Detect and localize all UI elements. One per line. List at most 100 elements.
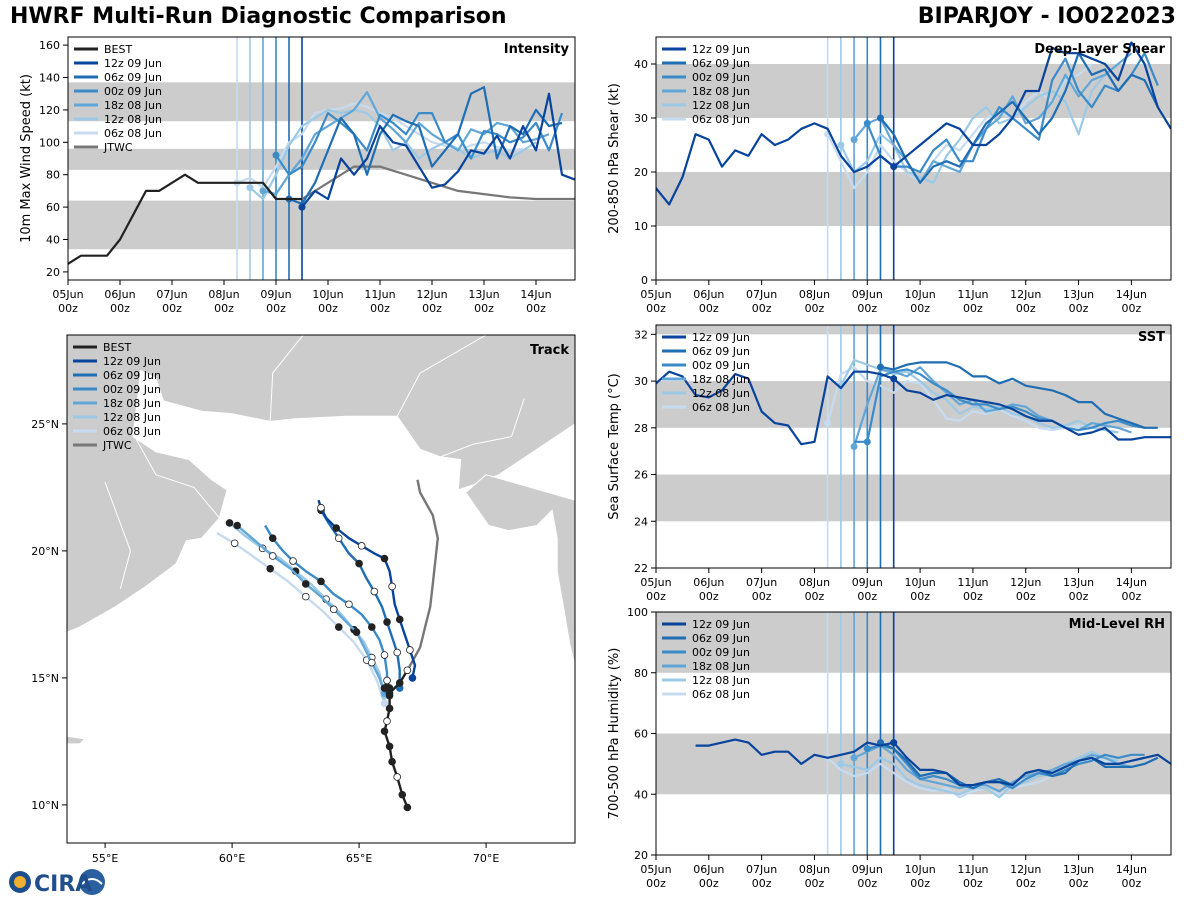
sst-legend-label: 12z 09 Jun bbox=[692, 331, 750, 344]
rh-series-12z-08-jun bbox=[840, 750, 1119, 799]
rh-xtick-label: 05Jun bbox=[640, 863, 671, 876]
intensity-ytick-label: 60 bbox=[46, 201, 60, 214]
rh-legend-label: 12z 08 Jun bbox=[692, 674, 750, 687]
track-point bbox=[385, 742, 394, 751]
intensity-legend-label: 12z 09 Jun bbox=[104, 57, 162, 70]
intensity-xtick-label: 07Jun bbox=[156, 288, 187, 301]
intensity-legend-label: 06z 08 Jun bbox=[104, 127, 162, 140]
sst-xtick-sublabel: 00z bbox=[857, 590, 877, 603]
rh-init-point bbox=[863, 745, 871, 753]
sst-ytick-label: 30 bbox=[634, 375, 648, 388]
intensity-series-jtwc bbox=[301, 165, 575, 201]
shear-clip-group bbox=[656, 37, 1171, 280]
rh-xtick-label: 09Jun bbox=[852, 863, 883, 876]
rh-legend-label: 06z 09 Jun bbox=[692, 632, 750, 645]
track-ytick-label: 10°N bbox=[31, 799, 59, 812]
intensity-series-06z-09-jun bbox=[288, 86, 563, 205]
shear-xtick-sublabel: 00z bbox=[1069, 302, 1089, 315]
shear-series-12z-08-jun bbox=[839, 63, 1119, 184]
sst-panel: 22 24 26 28 30 32 Sea Surface Temp (°C) 05Jun 00… bbox=[605, 320, 1185, 610]
track-legend-label: 12z 09 Jun bbox=[103, 355, 161, 368]
intensity-xtick-sublabel: 00z bbox=[422, 302, 442, 315]
sst-band bbox=[656, 381, 1171, 428]
country-border bbox=[396, 335, 487, 417]
shear-legend-label: 06z 08 Jun bbox=[692, 113, 750, 126]
rh-xtick-label: 14Jun bbox=[1116, 863, 1147, 876]
track-point bbox=[334, 534, 343, 543]
intensity-legend-label: 18z 08 Jun bbox=[104, 99, 162, 112]
track-12z-09-jun bbox=[317, 499, 417, 679]
intensity-init-point bbox=[246, 184, 254, 192]
track-point bbox=[370, 587, 379, 596]
track-point bbox=[385, 689, 394, 697]
country-border bbox=[440, 398, 525, 458]
cira-logo-icon: CIRA bbox=[9, 869, 105, 897]
shear-band bbox=[656, 172, 1171, 226]
intensity-xtick-label: 14Jun bbox=[520, 288, 551, 301]
sst-xtick-label: 13Jun bbox=[1063, 576, 1094, 589]
sst-series-18z-08-jun bbox=[853, 365, 1132, 447]
shear-xtick-label: 10Jun bbox=[905, 288, 936, 301]
sst-init-point bbox=[863, 438, 871, 446]
sst-xtick-sublabel: 00z bbox=[1069, 590, 1089, 603]
track-legend-label: 12z 08 Jun bbox=[103, 411, 161, 424]
intensity-xtick-label: 08Jun bbox=[208, 288, 239, 301]
sst-axes-frame bbox=[655, 324, 1172, 569]
rh-init-point bbox=[890, 739, 898, 747]
rh-xtick-sublabel: 00z bbox=[1016, 877, 1036, 890]
shear-xtick-label: 11Jun bbox=[957, 288, 988, 301]
rh-xtick-sublabel: 00z bbox=[699, 877, 719, 890]
track-point bbox=[301, 580, 310, 588]
intensity-legend-label: 06z 09 Jun bbox=[104, 71, 162, 84]
sst-xtick-sublabel: 00z bbox=[646, 590, 666, 603]
sst-init-point bbox=[876, 363, 884, 371]
track-map: 55°E 60°E 65°E 70°E 10°N 15°N 20°N 25°N Track BES… bbox=[31, 334, 576, 865]
rh-chart: 20 40 60 80 100 700-500 hPa Humidity (%) 05Jun… bbox=[607, 606, 1172, 890]
shear-panel-title: Deep-Layer Shear bbox=[1034, 42, 1165, 57]
track-point bbox=[393, 773, 402, 781]
sst-xtick-sublabel: 00z bbox=[963, 590, 983, 603]
intensity-legend-label: 00z 09 Jun bbox=[104, 85, 162, 98]
rh-legend-label: 12z 09 Jun bbox=[692, 618, 750, 631]
track-point bbox=[383, 717, 391, 725]
cira-logo: CIRA bbox=[4, 866, 114, 898]
shear-init-point bbox=[837, 141, 845, 149]
shear-panel: 0 10 20 30 40 200-850 hPa Shear (kt) 05Jun 00z 0… bbox=[605, 32, 1185, 322]
intensity-series-12z-08-jun bbox=[249, 108, 537, 201]
sst-xtick-label: 11Jun bbox=[957, 576, 988, 589]
rh-band bbox=[656, 612, 1171, 673]
sst-legend-label: 06z 08 Jun bbox=[692, 401, 750, 414]
sst-legend-label: 00z 09 Jun bbox=[692, 359, 750, 372]
intensity-ytick-label: 100 bbox=[39, 136, 60, 149]
sst-band bbox=[656, 474, 1171, 522]
shear-xtick-label: 08Jun bbox=[799, 288, 830, 301]
shear-ytick-label: 10 bbox=[634, 220, 648, 233]
track-xtick-label: 55°E bbox=[92, 852, 118, 865]
shear-ylabel: 200-850 hPa Shear (kt) bbox=[607, 83, 622, 234]
intensity-ytick-label: 40 bbox=[46, 234, 60, 247]
shear-series-12z-09-jun bbox=[656, 41, 1171, 206]
rh-ytick-label: 60 bbox=[634, 728, 648, 741]
sst-legend-label: 18z 08 Jun bbox=[692, 373, 750, 386]
sst-xtick-sublabel: 00z bbox=[805, 590, 825, 603]
rh-xtick-label: 12Jun bbox=[1010, 863, 1041, 876]
rh-xtick-label: 07Jun bbox=[746, 863, 777, 876]
intensity-xtick-sublabel: 00z bbox=[370, 302, 390, 315]
sst-xtick-sublabel: 00z bbox=[910, 590, 930, 603]
track-init-point bbox=[380, 699, 389, 708]
track-point bbox=[388, 582, 396, 591]
rh-ytick-label: 20 bbox=[634, 849, 648, 862]
rh-ylabel: 700-500 hPa Humidity (%) bbox=[607, 648, 622, 820]
rh-ytick-label: 100 bbox=[627, 607, 648, 619]
sst-xtick-label: 07Jun bbox=[746, 576, 777, 589]
sst-ytick-label: 24 bbox=[634, 515, 648, 528]
rh-xtick-label: 10Jun bbox=[905, 863, 936, 876]
track-point bbox=[380, 651, 389, 659]
track-point bbox=[334, 623, 343, 631]
track-legend-label: 06z 08 Jun bbox=[103, 425, 161, 438]
sst-xtick-label: 09Jun bbox=[852, 576, 883, 589]
track-point bbox=[367, 623, 376, 631]
sst-init-point bbox=[824, 419, 832, 427]
track-point bbox=[398, 790, 407, 799]
